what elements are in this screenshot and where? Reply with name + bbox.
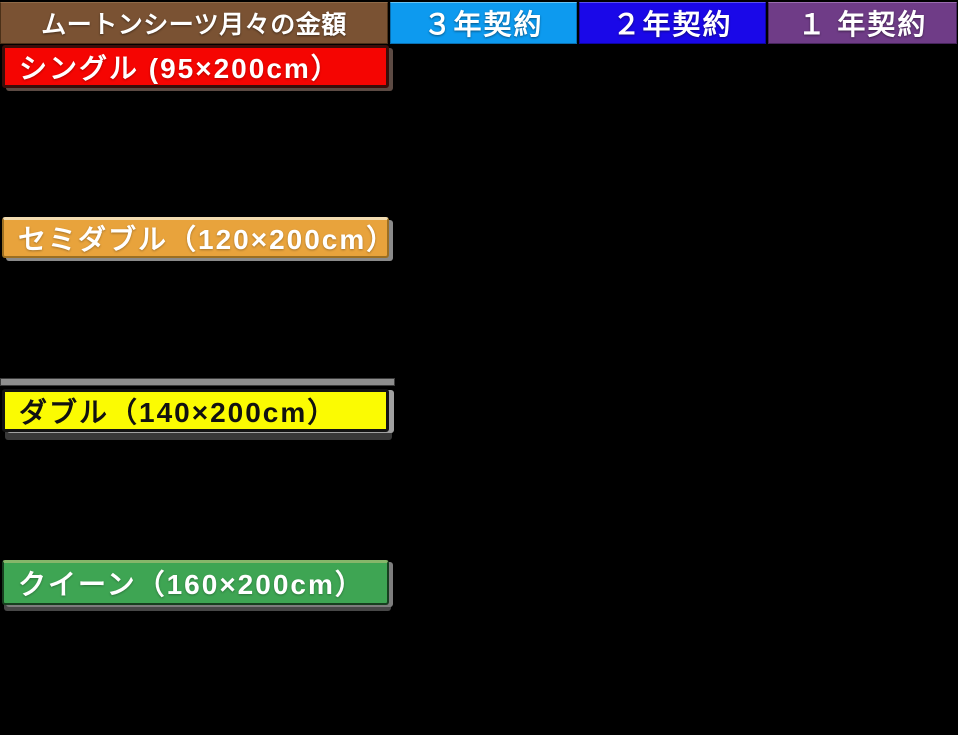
column-header-1year-contract: １ 年契約 [768, 2, 957, 44]
column-header-2year-contract: ２年契約 [579, 2, 766, 44]
silver-divider [0, 378, 395, 386]
row-label-double: ダブル（140×200cm） [2, 389, 389, 432]
row-label-queen: クイーン（160×200cm） [2, 560, 389, 605]
table-title-cell: ムートンシーツ月々の金額 [0, 2, 388, 44]
row-label-semidouble: セミダブル（120×200cm） [2, 217, 394, 258]
row-label-single: シングル (95×200cm） [2, 45, 389, 88]
column-header-3year-contract: ３年契約 [390, 2, 577, 44]
